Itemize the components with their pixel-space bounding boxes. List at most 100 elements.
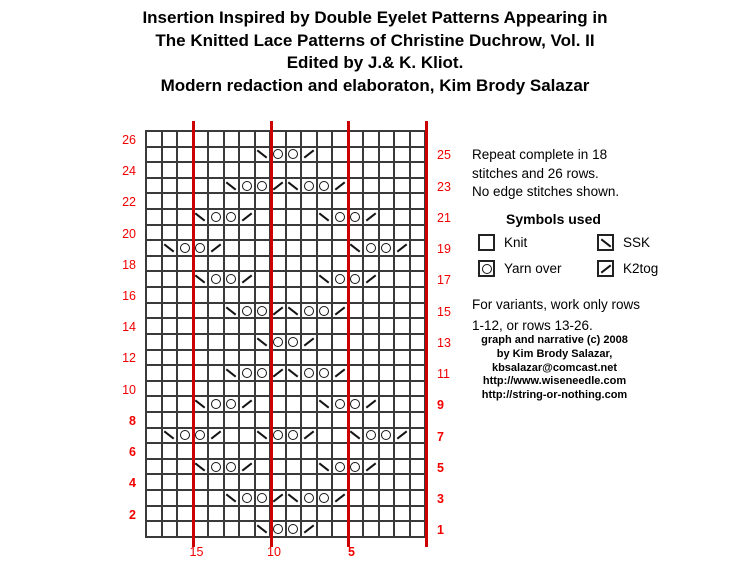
chart-cell — [395, 366, 411, 382]
chart-cell — [348, 147, 364, 164]
chart-cell — [147, 272, 163, 289]
chart-cell — [286, 334, 302, 351]
chart-cell — [286, 210, 302, 226]
yarn-over-symbol — [288, 430, 299, 441]
yarn-over-symbol — [350, 274, 361, 285]
chart-cell — [286, 459, 302, 476]
yarn-over-symbol — [210, 211, 221, 222]
ssk-symbol — [349, 243, 361, 253]
k2tog-symbol — [303, 430, 315, 440]
knit-symbol-box — [478, 234, 495, 251]
repeat-marker-line — [347, 121, 350, 547]
chart-cell — [317, 225, 333, 242]
chart-cell — [302, 319, 318, 335]
chart-cell — [395, 459, 411, 476]
chart-cell — [379, 272, 395, 289]
chart-cell — [240, 178, 256, 195]
chart-cell — [162, 522, 178, 538]
ssk-symbol — [318, 212, 330, 222]
chart-cell — [379, 428, 395, 445]
chart-cell — [348, 163, 364, 179]
chart-cell — [379, 397, 395, 413]
chart-cell — [395, 381, 411, 398]
chart-cell — [240, 366, 256, 382]
chart-cell — [302, 147, 318, 164]
chart-cell — [240, 475, 256, 492]
chart-cell — [147, 334, 163, 351]
chart-cell — [193, 475, 209, 492]
chart-cell — [209, 366, 225, 382]
chart-cell — [271, 256, 287, 273]
chart-cell — [364, 194, 380, 211]
ssk-symbol — [163, 243, 175, 253]
chart-cell — [271, 381, 287, 398]
k2tog-symbol — [303, 337, 315, 347]
chart-cell — [395, 350, 411, 367]
chart-cell — [224, 350, 240, 367]
chart-cell — [240, 506, 256, 523]
chart-cell — [286, 147, 302, 164]
chart-cell — [209, 381, 225, 398]
chart-cell — [271, 241, 287, 257]
chart-cell — [302, 225, 318, 242]
chart-cell — [286, 225, 302, 242]
chart-cell — [240, 163, 256, 179]
chart-cell — [224, 132, 240, 148]
row-number-right: 21 — [437, 210, 451, 225]
chart-cell — [395, 319, 411, 335]
chart-cell — [348, 428, 364, 445]
chart-cell — [147, 303, 163, 320]
chart-cell — [162, 225, 178, 242]
k2tog-symbol — [334, 181, 346, 191]
chart-cell — [302, 178, 318, 195]
chart-cell — [379, 319, 395, 335]
chart-cell — [364, 506, 380, 523]
chart-cell — [193, 412, 209, 429]
yarn-over-symbol — [210, 274, 221, 285]
chart-cell — [209, 194, 225, 211]
chart-cell — [379, 366, 395, 382]
chart-cell — [224, 412, 240, 429]
chart-cell — [147, 132, 163, 148]
chart-cell — [286, 241, 302, 257]
chart-cell — [317, 334, 333, 351]
chart-cell — [302, 132, 318, 148]
chart-cell — [348, 132, 364, 148]
k2tog-symbol-box — [597, 260, 614, 277]
yarn-over-symbol — [350, 399, 361, 410]
chart-cell — [364, 225, 380, 242]
chart-cell — [271, 334, 287, 351]
chart-cell — [193, 147, 209, 164]
yarn-over-symbol — [272, 524, 283, 535]
chart-cell — [271, 350, 287, 367]
chart-cell — [224, 444, 240, 460]
chart-cell — [364, 491, 380, 507]
chart-cell — [395, 147, 411, 164]
variants-note-line-1: For variants, work only rows — [472, 297, 641, 312]
chart-cell — [224, 194, 240, 211]
repeat-note-line-1: Repeat complete in 18 — [472, 147, 608, 162]
chart-cell — [162, 194, 178, 211]
chart-cell — [395, 241, 411, 257]
ssk-symbol — [163, 430, 175, 440]
chart-cell — [147, 288, 163, 304]
chart-cell — [147, 428, 163, 445]
chart-cell — [240, 225, 256, 242]
chart-cell — [193, 225, 209, 242]
chart-cell — [317, 506, 333, 523]
chart-cell — [271, 272, 287, 289]
chart-cell — [271, 178, 287, 195]
chart-cell — [348, 178, 364, 195]
row-number-right: 11 — [437, 367, 450, 382]
chart-cell — [209, 475, 225, 492]
row-number-right: 5 — [437, 460, 444, 475]
chart-cell — [317, 178, 333, 195]
chart-cell — [379, 381, 395, 398]
chart-cell — [209, 428, 225, 445]
chart-cell — [302, 303, 318, 320]
chart-cell — [364, 428, 380, 445]
chart-cell — [286, 506, 302, 523]
chart-cell — [209, 147, 225, 164]
chart-cell — [240, 412, 256, 429]
